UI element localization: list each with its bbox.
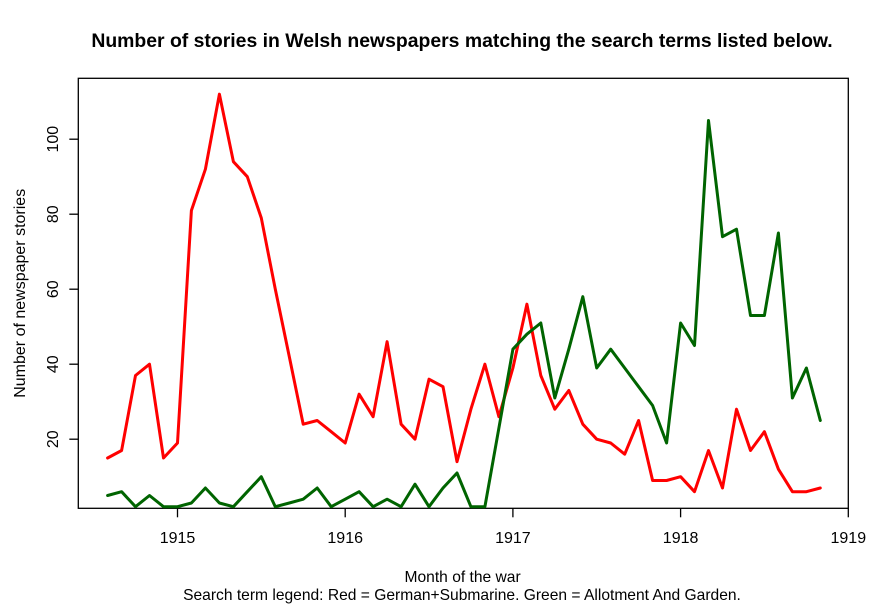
svg-text:100: 100 bbox=[45, 126, 62, 153]
svg-text:80: 80 bbox=[45, 205, 62, 223]
svg-text:1915: 1915 bbox=[160, 530, 196, 547]
svg-text:Number of newspaper stories: Number of newspaper stories bbox=[12, 189, 29, 398]
svg-text:60: 60 bbox=[45, 280, 62, 298]
svg-text:Month of the war: Month of the war bbox=[405, 569, 521, 586]
svg-text:1919: 1919 bbox=[831, 530, 867, 547]
svg-text:1918: 1918 bbox=[663, 530, 699, 547]
svg-text:Number of stories in Welsh new: Number of stories in Welsh newspapers ma… bbox=[91, 30, 832, 52]
svg-text:1916: 1916 bbox=[327, 530, 363, 547]
svg-text:Search term legend: Red = Germ: Search term legend: Red = German+Submari… bbox=[183, 587, 741, 604]
svg-text:20: 20 bbox=[45, 430, 62, 448]
svg-text:40: 40 bbox=[45, 355, 62, 373]
svg-text:1917: 1917 bbox=[495, 530, 531, 547]
